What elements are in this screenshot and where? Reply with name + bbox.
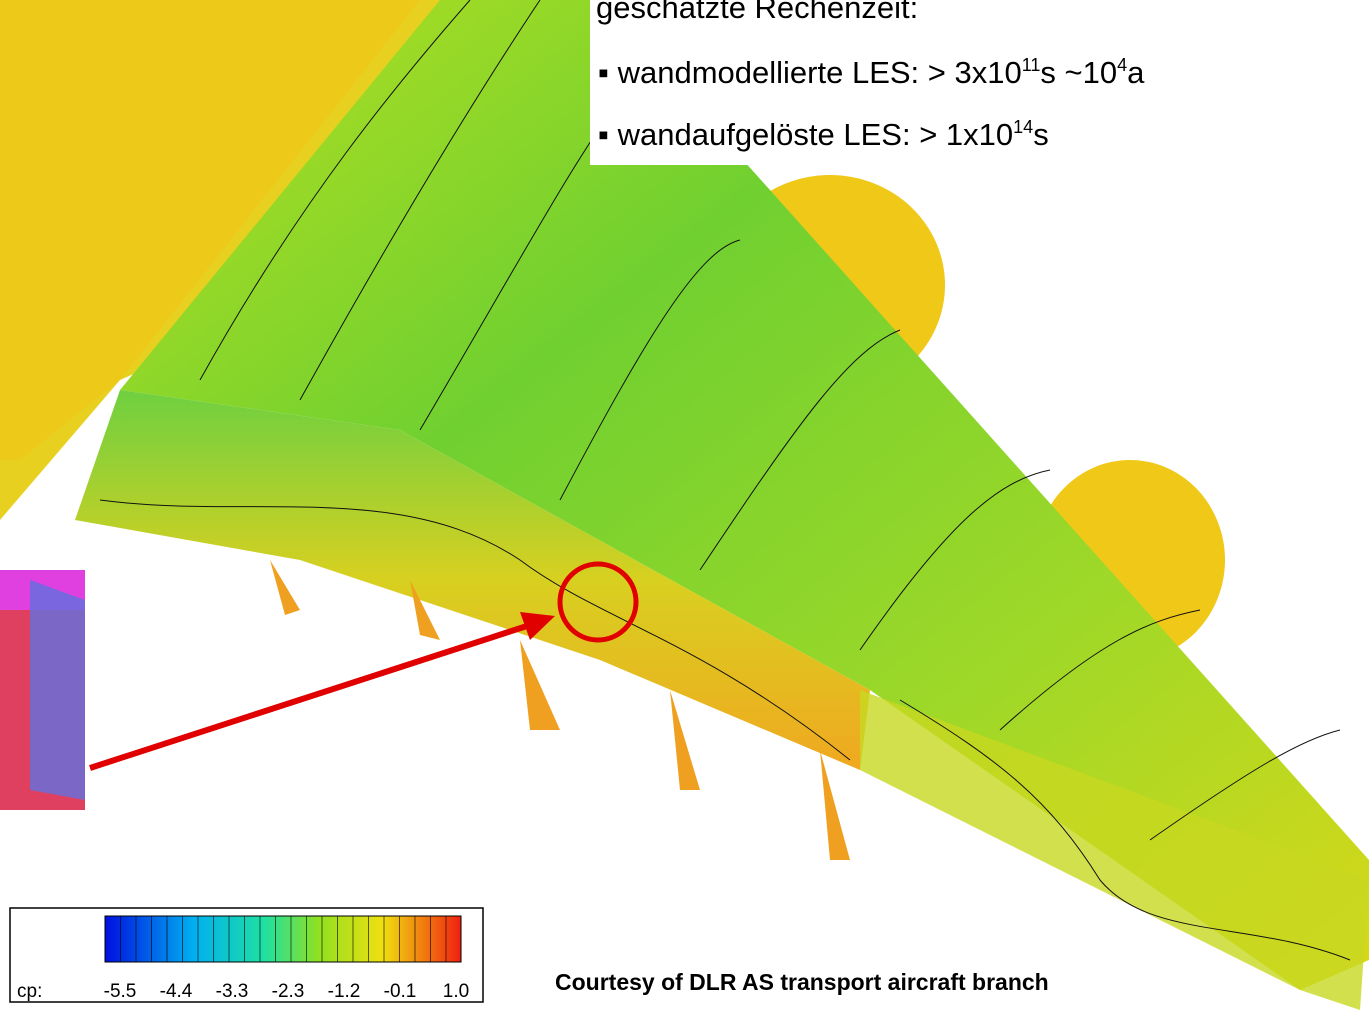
credit: Courtesy of DLR AS transport aircraft br… xyxy=(555,969,1049,995)
colorbar-tick-label: -0.1 xyxy=(384,981,417,1002)
colorbar-tick-label: -4.4 xyxy=(160,981,193,1002)
slide: geschätzte Rechenzeit: ▪ wandmodellierte… xyxy=(0,0,1369,1013)
colorbar-tick-label: -5.5 xyxy=(104,981,137,1002)
bullet-text: a xyxy=(1127,55,1145,90)
bullet-text: s xyxy=(1033,117,1049,152)
superscript: 11 xyxy=(1022,55,1041,75)
superscript: 4 xyxy=(1117,55,1127,75)
bullet-text: wandmodellierte LES: > 3x10 xyxy=(617,55,1022,90)
superscript: 14 xyxy=(1013,117,1033,137)
bullet-text: wandaufgelöste LES: > 1x10 xyxy=(617,117,1014,152)
colorbar-tick-label: -2.3 xyxy=(272,981,305,1002)
colorbar-tick-label: 1.0 xyxy=(443,981,469,1002)
bullet: ▪ wandmodellierte LES: > 3x1011s ~104a xyxy=(598,55,1145,90)
bullet-text: s ~10 xyxy=(1040,55,1117,90)
colorbar-tick-label: -1.2 xyxy=(328,981,361,1002)
colorbar-label: cp: xyxy=(17,981,42,1002)
colorbar-tick-label: -3.3 xyxy=(216,981,249,1002)
colorbar: -5.5 -4.4 -3.3 -2.3 -1.2 -0.1 1.0 cp: xyxy=(10,908,483,1002)
title: geschätzte Rechenzeit: xyxy=(596,0,918,25)
bullet: ▪ wandaufgelöste LES: > 1x1014s xyxy=(598,117,1049,152)
